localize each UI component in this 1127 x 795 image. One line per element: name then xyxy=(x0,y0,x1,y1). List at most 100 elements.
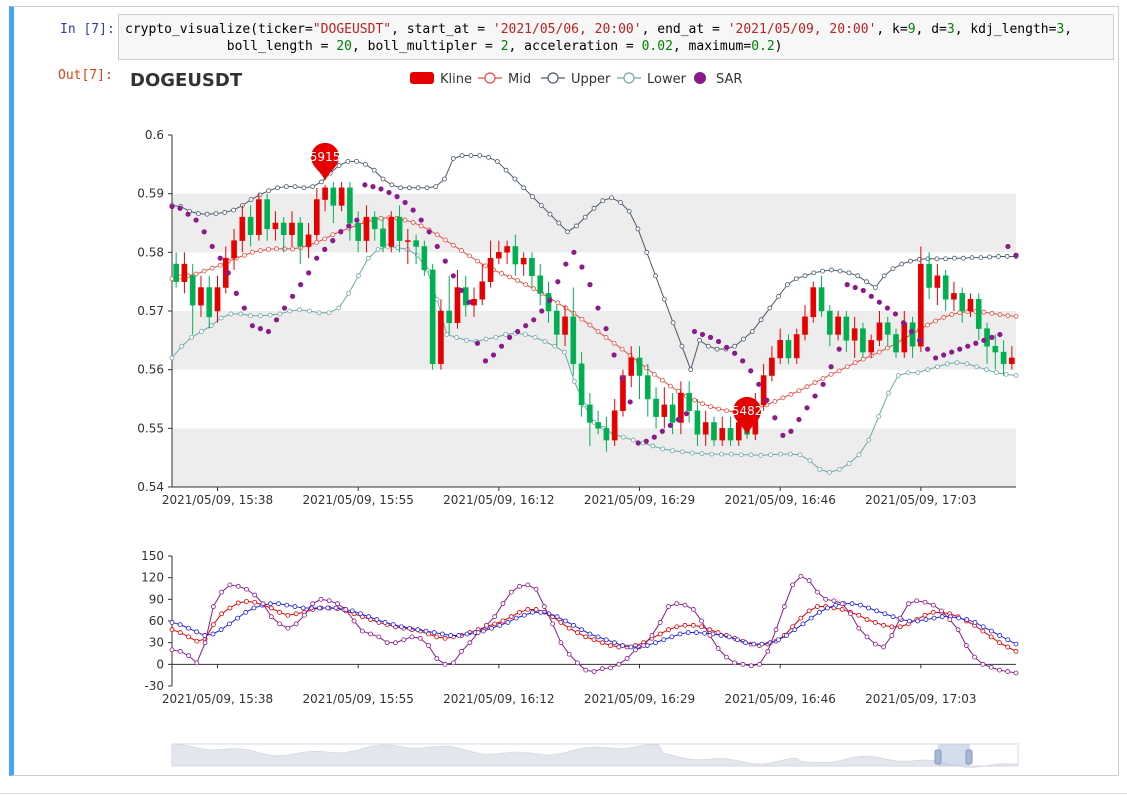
sar-dot xyxy=(217,255,223,261)
d_line-series-point xyxy=(317,605,322,611)
lower-point xyxy=(454,334,460,340)
mid-point xyxy=(708,404,713,410)
code-token: crypto_visualize(ticker= xyxy=(125,22,313,37)
d_line-series-point xyxy=(177,622,183,628)
code-editor[interactable]: crypto_visualize(ticker="DOGEUSDT", star… xyxy=(118,14,1114,60)
sar-dot xyxy=(941,352,947,358)
j_line-series-point xyxy=(1005,669,1011,674)
mid-point xyxy=(531,286,537,292)
code-token: 3 xyxy=(1056,22,1065,37)
k_line-series-point xyxy=(583,634,589,640)
sar-dot xyxy=(772,415,778,421)
lower-point xyxy=(778,451,783,457)
lower-point xyxy=(846,461,852,466)
lower-point xyxy=(984,367,989,373)
k_line-series-point xyxy=(244,599,249,604)
k_line-series-point xyxy=(186,634,191,640)
lower-point xyxy=(768,452,774,458)
k_line-series-point xyxy=(881,622,887,628)
kdj-y-tick-label: 150 xyxy=(141,549,164,563)
mid-point xyxy=(442,237,448,243)
sar-dot xyxy=(555,279,561,285)
candle-body xyxy=(876,322,883,341)
d_line-series-point xyxy=(939,614,945,620)
input-prompt: In [7]: xyxy=(60,22,115,37)
sar-dot xyxy=(539,308,545,314)
x-tick-label: 2021/05/09, 15:55 xyxy=(302,493,413,507)
j_line-series-point xyxy=(210,604,216,609)
candle-body xyxy=(198,287,204,306)
upper-point xyxy=(266,188,272,194)
j_line-series-point xyxy=(599,666,605,672)
code-token: 2 xyxy=(500,39,509,54)
mid-point xyxy=(852,360,858,366)
candle-body xyxy=(893,334,899,353)
j_line-series-point xyxy=(715,646,721,651)
zoom-handle-left[interactable] xyxy=(934,749,942,765)
lower-point xyxy=(660,446,666,452)
zoom-handle-right[interactable] xyxy=(965,749,973,765)
j_line-series-point xyxy=(690,607,696,612)
sar-dot xyxy=(828,364,834,370)
data-zoom-slider[interactable] xyxy=(171,743,1019,768)
upper-point xyxy=(512,176,518,182)
upper-point xyxy=(934,256,940,262)
sar-dot xyxy=(490,352,497,358)
price-marker-pin xyxy=(733,396,762,435)
lower-point xyxy=(189,334,195,340)
lower-point xyxy=(444,332,450,337)
sar-dot xyxy=(289,293,296,299)
mid-point xyxy=(467,253,472,259)
j_line-series-point xyxy=(914,598,920,604)
j_line-series-point xyxy=(657,620,663,625)
j_line-series-point xyxy=(988,664,994,670)
upper-point xyxy=(1004,254,1010,259)
d_line-series-point xyxy=(857,602,863,608)
sar-dot xyxy=(482,358,489,364)
k_line-series-point xyxy=(864,617,870,622)
candle-body xyxy=(802,316,808,335)
candle-body xyxy=(529,257,535,277)
zoom-preview-area xyxy=(171,743,1019,768)
k_line-series-point xyxy=(674,624,680,630)
d_line-series-point xyxy=(677,631,683,637)
d_line-series-point xyxy=(169,620,175,625)
candle-body xyxy=(289,222,295,235)
mid-point xyxy=(957,310,963,316)
j_line-series-line xyxy=(171,575,1017,674)
j_line-series-point xyxy=(897,615,903,621)
candle-body xyxy=(355,222,361,241)
d_line-series-point xyxy=(571,622,576,628)
j_line-series-point xyxy=(318,596,324,602)
j_line-series-point xyxy=(922,599,928,605)
upper-point xyxy=(213,211,219,217)
lower-point xyxy=(562,349,567,355)
k_line-series-point xyxy=(434,634,440,640)
d_line-series-point xyxy=(972,620,978,625)
j_line-series-point xyxy=(260,601,266,607)
mid-point xyxy=(274,246,279,252)
k_line-series-point xyxy=(997,640,1002,646)
d_line-series-point xyxy=(456,633,462,638)
d_line-series-point xyxy=(538,609,544,615)
j_line-series-point xyxy=(508,589,514,595)
sar-dot xyxy=(225,270,231,276)
sar-dot xyxy=(1013,252,1019,258)
sar-dot xyxy=(1005,243,1011,250)
k_line-series-point xyxy=(690,622,696,628)
upper-point xyxy=(837,268,843,274)
sar-dot xyxy=(804,405,810,411)
j_line-series-point xyxy=(475,630,481,635)
mid-point xyxy=(201,268,207,274)
sar-dot xyxy=(635,440,641,446)
k_line-series-point xyxy=(558,620,564,625)
d_line-series-point xyxy=(595,634,601,640)
j_line-series-point xyxy=(806,578,812,583)
j_line-series-point xyxy=(781,604,787,609)
legend[interactable]: Kline Mid Upper Lower SAR xyxy=(410,72,742,87)
upper-point xyxy=(530,194,535,200)
candle-body xyxy=(628,357,635,376)
legend-line-marker xyxy=(623,72,635,84)
candle-body xyxy=(611,410,618,441)
sar-dot xyxy=(185,211,191,217)
